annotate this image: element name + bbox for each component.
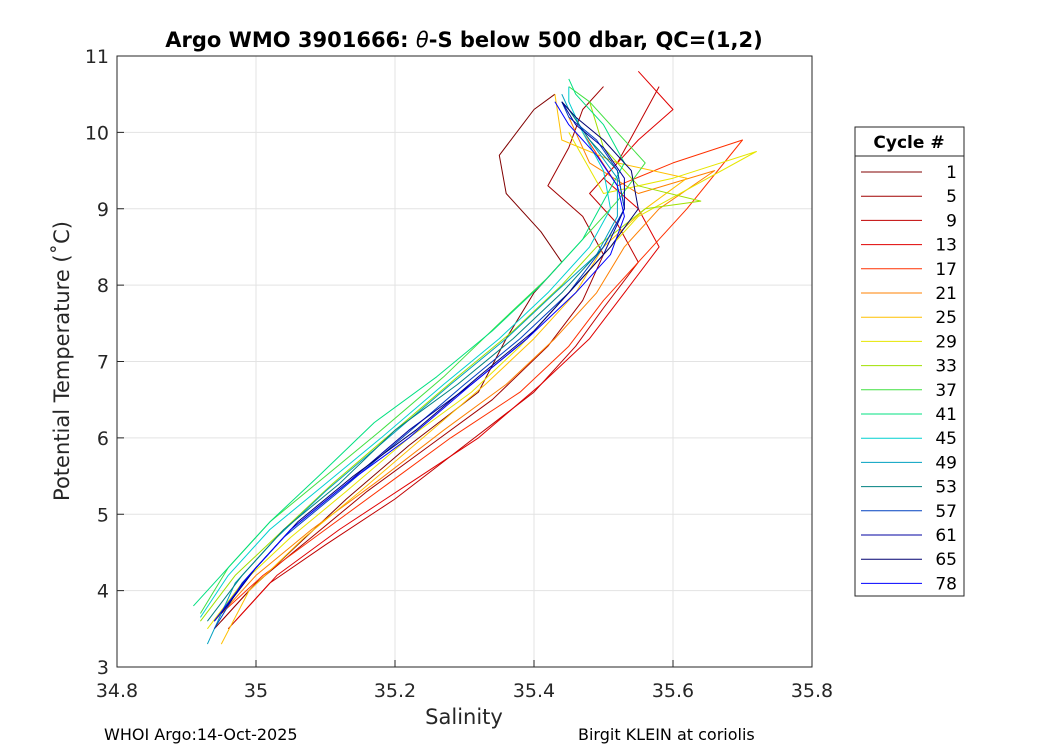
legend-label: 53 [935,478,957,498]
series-line-cycle-41 [193,78,625,607]
legend: Cycle # 1 5 9 13 17 21 25 29 33 37 41 45 49 53 57 61 65 7… [854,126,965,597]
x-tick-label: 35.6 [652,680,694,702]
x-tick-label: 35.4 [513,680,555,702]
series-layer [193,70,757,645]
series-line-cycle-5 [220,86,604,622]
legend-label: 61 [935,526,957,546]
footer-credit-right: Birgit KLEIN at coriolis [578,725,755,744]
legend-label: 25 [935,308,957,328]
legend-box [854,126,965,597]
y-tick-label: 3 [97,657,109,679]
y-tick-label: 10 [85,122,109,144]
plot-area: 34.8 35 35.2 35.4 35.6 35.8 3 4 5 6 7 8 9 10 11 [85,46,833,702]
legend-label: 57 [935,502,957,522]
chart-title-suffix: -S below 500 dbar, QC=(1,2) [429,28,763,52]
legend-title: Cycle # [873,133,944,153]
series-line-cycle-13 [234,70,674,622]
x-axis: 34.8 35 35.2 35.4 35.6 35.8 [96,660,833,702]
y-tick-label: 11 [85,46,109,68]
y-tick-label: 4 [97,581,109,603]
x-tick-label: 35.8 [791,680,833,702]
series-line-cycle-65 [220,101,639,614]
series-line-cycle-78 [213,101,625,622]
legend-label: 65 [935,550,957,570]
series-line-cycle-49 [206,93,618,645]
series-line-cycle-45 [199,86,611,618]
legend-label: 1 [946,163,957,183]
series-line-cycle-25 [220,94,688,645]
y-tick-label: 7 [97,352,109,374]
legend-label: 5 [946,187,957,207]
x-tick-label: 35 [244,680,268,702]
series-line-cycle-37 [199,86,646,614]
chart-title-prefix: Argo WMO 3901666: [165,28,416,52]
legend-label: 41 [935,405,957,425]
legend-label: 21 [935,284,957,304]
series-line-cycle-33 [200,101,702,622]
legend-label: 49 [935,453,957,473]
legend-label: 78 [935,574,957,594]
legend-label: 17 [935,260,957,280]
series-line-cycle-53 [207,101,625,622]
chart-title-theta: θ [416,28,429,52]
series-line-cycle-17 [220,132,743,614]
x-axis-label: Salinity [425,705,503,729]
y-tick-label: 6 [97,428,109,450]
legend-label: 29 [935,332,957,352]
legend-label: 9 [946,211,957,231]
series-line-cycle-1 [213,93,563,630]
y-tick-label: 5 [97,504,109,526]
y-tick-label: 9 [97,199,109,221]
x-tick-label: 34.8 [96,680,138,702]
legend-label: 45 [935,429,957,449]
series-line-cycle-21 [213,116,716,622]
legend-label: 37 [935,381,957,401]
legend-label: 33 [935,357,957,377]
legend-items: 1 5 9 13 17 21 25 29 33 37 41 45 49 53 57 61 65 78 [861,163,957,594]
legend-label: 13 [935,236,957,256]
y-axis: 3 4 5 6 7 8 9 10 11 [85,46,124,679]
y-tick-label: 8 [97,275,109,297]
chart-title: Argo WMO 3901666: θ-S below 500 dbar, QC… [165,28,762,52]
x-tick-label: 35.2 [374,680,416,702]
footer-credit-left: WHOI Argo:14-Oct-2025 [104,725,298,744]
y-axis-label: Potential Temperature (˚C) [50,221,74,501]
